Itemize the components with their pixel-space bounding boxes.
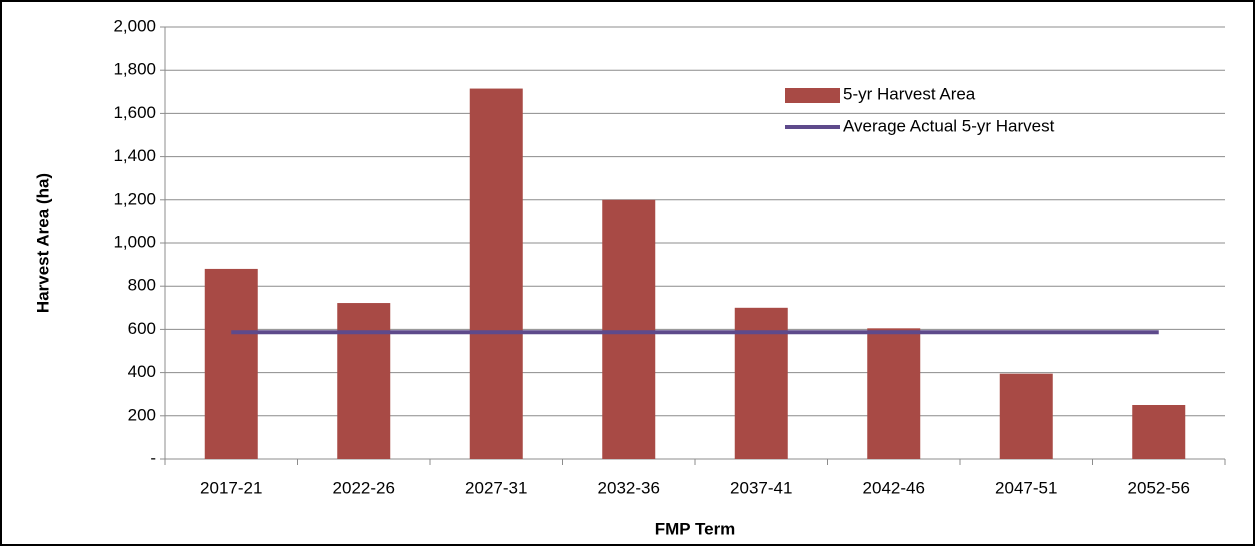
y-tick-label: 600	[128, 319, 156, 338]
bar	[999, 373, 1053, 459]
y-tick-label: 1,800	[113, 60, 156, 79]
y-tick-label: 1,200	[113, 189, 156, 208]
legend-label: Average Actual 5-yr Harvest	[843, 116, 1055, 135]
bar	[1132, 405, 1186, 459]
x-tick-label: 2042-46	[863, 478, 925, 497]
bar	[469, 88, 523, 459]
bar	[204, 268, 258, 459]
x-tick-label: 2037-41	[730, 478, 792, 497]
y-tick-label: 800	[128, 276, 156, 295]
x-tick-label: 2027-31	[465, 478, 527, 497]
legend-label: 5-yr Harvest Area	[843, 84, 976, 103]
legend-swatch	[785, 88, 840, 103]
x-tick-label: 2047-51	[995, 478, 1057, 497]
x-tick-label: 2017-21	[200, 478, 262, 497]
y-tick-label: 1,600	[113, 103, 156, 122]
y-tick-label: 400	[128, 362, 156, 381]
bar	[867, 328, 921, 459]
x-axis-label: FMP Term	[655, 519, 736, 538]
y-tick-label: 200	[128, 405, 156, 424]
y-axis-label: Harvest Area (ha)	[33, 173, 52, 313]
x-tick-label: 2032-36	[598, 478, 660, 497]
bar	[337, 303, 391, 459]
y-tick-label: -	[150, 448, 156, 467]
y-tick-label: 1,400	[113, 146, 156, 165]
bar	[602, 199, 656, 460]
y-tick-label: 1,000	[113, 232, 156, 251]
x-tick-label: 2022-26	[333, 478, 395, 497]
x-tick-label: 2052-56	[1128, 478, 1190, 497]
y-tick-label: 2,000	[113, 16, 156, 35]
